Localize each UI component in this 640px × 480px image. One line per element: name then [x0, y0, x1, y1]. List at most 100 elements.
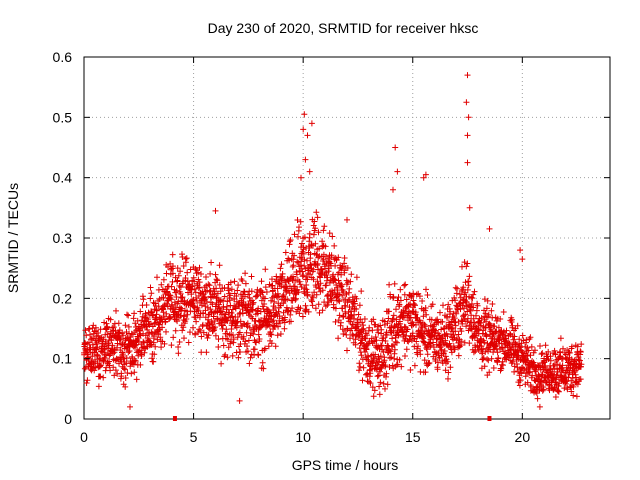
data-point	[297, 305, 304, 312]
data-point	[386, 364, 393, 370]
data-point	[143, 302, 150, 308]
data-point	[445, 369, 452, 376]
data-point	[107, 367, 114, 374]
data-point	[490, 365, 497, 371]
data-point	[524, 357, 531, 364]
data-point	[532, 347, 538, 354]
data-point	[153, 307, 160, 314]
data-point	[229, 352, 236, 359]
data-point	[314, 214, 321, 221]
data-point	[445, 375, 451, 382]
data-point	[223, 326, 230, 333]
data-point	[367, 370, 374, 377]
data-point	[373, 366, 380, 373]
data-point	[436, 343, 443, 349]
x-tick-label: 15	[405, 429, 421, 445]
data-point	[566, 349, 573, 356]
data-point	[204, 335, 211, 341]
data-point	[480, 355, 487, 361]
data-point	[473, 307, 480, 314]
data-point	[466, 273, 473, 280]
data-point	[166, 313, 173, 320]
data-point	[183, 316, 190, 322]
data-point	[359, 377, 366, 384]
data-point-outlier	[298, 174, 304, 181]
data-point	[434, 366, 441, 373]
data-point	[401, 282, 408, 289]
data-point	[239, 277, 246, 284]
data-point	[278, 283, 285, 290]
data-point	[468, 300, 475, 307]
data-point	[141, 349, 148, 356]
data-point	[527, 368, 533, 375]
data-point	[248, 273, 255, 280]
data-point	[316, 309, 323, 316]
data-point	[256, 336, 263, 342]
data-point	[167, 292, 174, 299]
data-point	[364, 332, 370, 339]
data-point	[338, 281, 345, 288]
data-point	[413, 338, 420, 345]
data-point	[298, 258, 305, 265]
data-point	[213, 285, 220, 292]
axis-marker	[487, 416, 492, 421]
data-point	[274, 285, 281, 292]
data-point	[557, 335, 564, 342]
data-point-outlier	[463, 99, 470, 106]
data-point	[420, 335, 427, 342]
data-point	[463, 263, 470, 270]
data-point	[511, 368, 518, 375]
data-point-outlier	[236, 397, 243, 404]
data-point	[98, 362, 105, 369]
data-point	[426, 360, 433, 366]
data-point	[412, 309, 419, 316]
data-point	[469, 295, 476, 302]
data-point	[155, 303, 162, 310]
data-point	[180, 324, 187, 331]
data-point	[237, 309, 244, 316]
data-point	[262, 345, 269, 352]
data-point	[499, 344, 506, 351]
data-point	[401, 314, 407, 321]
data-point	[335, 254, 342, 261]
data-point	[352, 336, 359, 343]
data-point	[555, 388, 562, 395]
data-point	[140, 296, 147, 303]
data-point	[170, 263, 176, 270]
data-point	[309, 298, 315, 305]
data-point	[207, 270, 214, 277]
data-point	[382, 385, 388, 392]
data-point	[328, 252, 335, 259]
data-point	[154, 274, 160, 281]
data-point	[213, 276, 220, 283]
data-point	[332, 262, 339, 269]
data-point	[280, 309, 287, 316]
data-point	[220, 297, 227, 304]
data-point	[454, 335, 460, 342]
data-point	[402, 353, 408, 359]
data-point	[373, 337, 380, 344]
data-point	[277, 320, 283, 327]
data-point	[112, 367, 119, 374]
data-point	[288, 318, 294, 325]
data-point	[305, 308, 312, 315]
data-point	[249, 301, 256, 307]
data-point	[362, 335, 369, 342]
data-point	[570, 383, 577, 390]
data-point	[163, 300, 170, 307]
data-point	[262, 266, 269, 273]
data-point	[125, 323, 132, 330]
x-tick-label: 0	[80, 429, 88, 445]
data-point	[530, 359, 537, 366]
data-point	[458, 328, 465, 335]
data-point	[205, 281, 212, 288]
data-point	[440, 302, 446, 309]
data-point	[382, 338, 389, 344]
data-point	[102, 355, 109, 362]
data-point	[560, 345, 566, 352]
data-point	[250, 299, 257, 306]
data-point	[85, 326, 92, 333]
data-point	[441, 348, 448, 354]
data-point	[179, 254, 186, 260]
data-point	[229, 313, 236, 320]
